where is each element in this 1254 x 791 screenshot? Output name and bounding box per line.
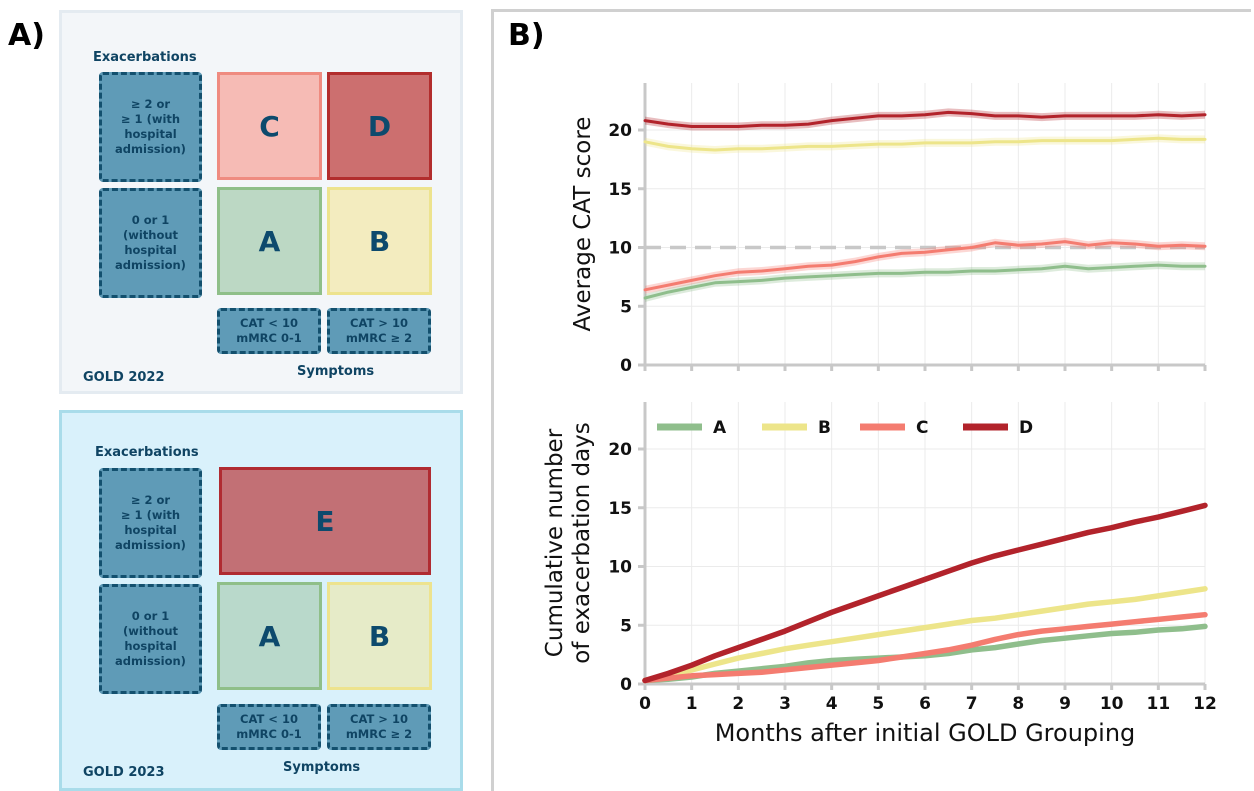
x-tick-label: 10 [1100, 694, 1124, 714]
x-tick-label: 7 [966, 694, 978, 714]
panel-b-letter: B) [508, 18, 545, 53]
y-tick-label: 15 [608, 499, 632, 519]
legend-label-B: B [818, 418, 831, 438]
x-tick-label: 1 [686, 694, 698, 714]
panel-b-frame [491, 9, 1251, 791]
y-axis-label: of exacerbation days [569, 422, 595, 664]
y-tick-label: 10 [608, 239, 632, 259]
x-tick-label: 8 [1012, 694, 1024, 714]
y-tick-label: 0 [620, 356, 632, 376]
x-tick-label: 9 [1059, 694, 1071, 714]
row-high-exacerbations-2023: ≥ 2 or ≥ 1 (with hospital admission) [99, 468, 202, 578]
series-line-B [642, 586, 1208, 684]
exacerbations-label: Exacerbations [93, 50, 197, 65]
legend-label-D: D [1019, 418, 1033, 438]
row-low-exacerbations-2023: 0 or 1 (without hospital admission) [99, 584, 202, 694]
series-line-C [643, 240, 1207, 292]
y-tick-label: 5 [620, 616, 632, 636]
symptoms-label-2023: Symptoms [283, 760, 361, 775]
col-high-symptoms-2023: CAT > 10 mMRC ≥ 2 [327, 704, 431, 750]
x-tick-label: 11 [1146, 694, 1170, 714]
col-high-symptoms: CAT > 10 mMRC ≥ 2 [327, 308, 431, 354]
series-line-C [642, 611, 1208, 684]
group-b-cell: B [327, 187, 432, 295]
y-tick-label: 15 [608, 180, 632, 200]
y-tick-label: 0 [620, 675, 632, 695]
x-tick-label: 5 [872, 694, 884, 714]
series-line-A [643, 263, 1207, 300]
x-tick-label: 0 [639, 694, 651, 714]
group-a-cell-2023: A [217, 582, 322, 690]
row-high-exacerbations: ≥ 2 or ≥ 1 (with hospital admission) [99, 72, 202, 182]
group-e-cell: E [219, 467, 431, 575]
y-tick-label: 5 [620, 297, 632, 317]
col-low-symptoms-2023: CAT < 10 mMRC 0-1 [217, 704, 321, 750]
y-tick-label: 20 [608, 121, 632, 141]
series-band-C [645, 237, 1205, 294]
series-line-D [643, 110, 1207, 128]
x-tick-label: 3 [779, 694, 791, 714]
legend-label-A: A [713, 418, 727, 438]
y-tick-label: 10 [608, 558, 632, 578]
row-low-exacerbations: 0 or 1 (without hospital admission) [99, 188, 202, 298]
y-axis-label: Average CAT score [570, 117, 596, 332]
y-axis-label: Cumulative number [542, 428, 568, 657]
x-tick-label: 2 [732, 694, 744, 714]
series-line-B [643, 136, 1207, 152]
group-d-cell: D [327, 72, 432, 180]
x-tick-label: 4 [826, 694, 838, 714]
exacerbations-label-2023: Exacerbations [95, 445, 199, 460]
x-axis-label: Months after initial GOLD Grouping [715, 719, 1136, 747]
symptoms-label: Symptoms [297, 364, 375, 379]
x-tick-label: 12 [1193, 694, 1217, 714]
series-line-D [642, 502, 1208, 684]
group-a-cell: A [217, 187, 322, 295]
y-tick-label: 20 [608, 440, 632, 460]
legend-label-C: C [916, 418, 928, 438]
col-low-symptoms: CAT < 10 mMRC 0-1 [217, 308, 321, 354]
group-b-cell-2023: B [327, 582, 432, 690]
gold-2023-title: GOLD 2023 [83, 765, 165, 780]
group-c-cell: C [217, 72, 322, 180]
x-tick-label: 6 [919, 694, 931, 714]
panel-a-letter: A) [8, 18, 45, 53]
gold-2022-title: GOLD 2022 [83, 370, 165, 385]
